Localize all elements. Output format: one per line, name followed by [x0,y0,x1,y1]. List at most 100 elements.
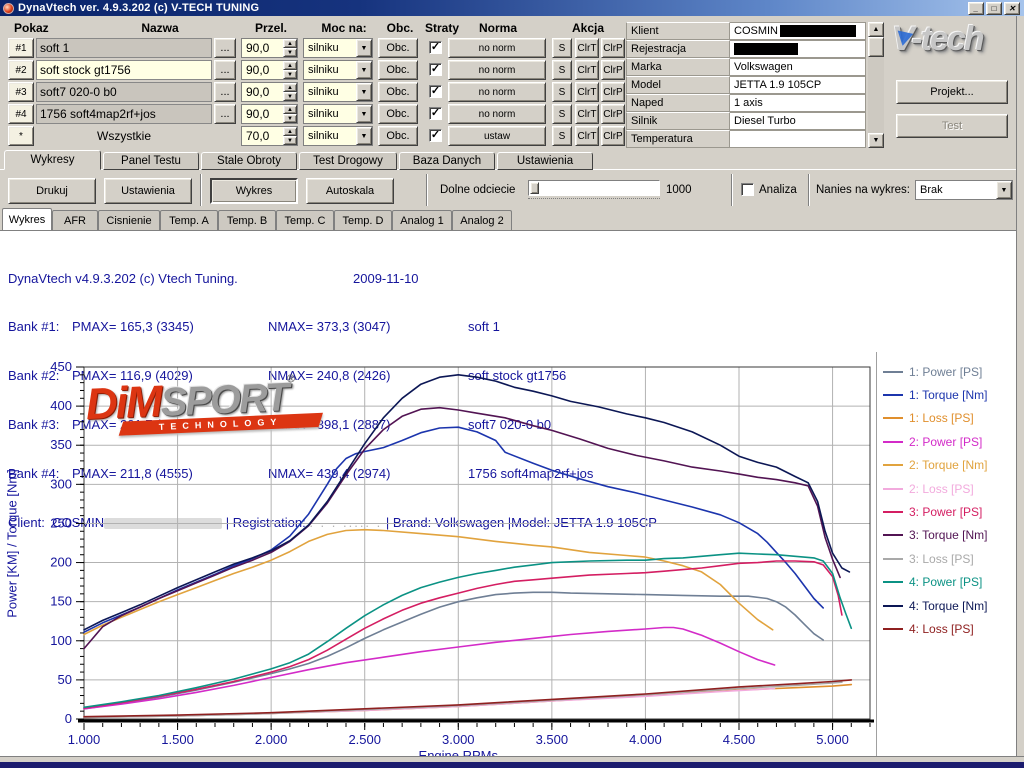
subtab-afr[interactable]: AFR [52,210,98,230]
straty-checkbox[interactable]: ✓ [429,85,442,98]
przel-value[interactable]: 90,0 [246,63,270,77]
obc-button[interactable]: Obc. [378,38,418,58]
clrp-button[interactable]: ClrP [601,38,625,58]
scrollbar-thumb[interactable] [868,37,884,57]
client-row-value[interactable]: Diesel Turbo [730,112,866,130]
clrt-button[interactable]: ClrT [575,82,599,102]
row-more-button[interactable]: ... [214,104,236,124]
analiza-checkbox[interactable] [741,183,754,196]
moc-na-dropdown[interactable]: silniku ▼ [303,126,373,146]
projekt-button[interactable]: Projekt... [896,80,1008,104]
row-show-button[interactable]: #2 [8,60,34,80]
row-more-button[interactable]: ... [214,60,236,80]
chevron-down-icon[interactable]: ▼ [356,105,372,123]
chevron-down-icon[interactable]: ▼ [356,83,372,101]
nanies-dropdown[interactable]: Brak ▼ [915,180,1013,200]
s-button[interactable]: S [552,104,572,124]
przel-value[interactable]: 90,0 [246,107,270,121]
tab-baza-danych[interactable]: Baza Danych [399,152,495,170]
row-show-button[interactable]: #4 [8,104,34,124]
norma-button[interactable]: no norm [448,82,546,102]
obc-button[interactable]: Obc. [378,104,418,124]
spin-down-icon[interactable]: ▼ [283,70,297,79]
tab-ustawienia[interactable]: Ustawienia [497,152,593,170]
row-more-button[interactable]: ... [214,82,236,102]
drukuj-button[interactable]: Drukuj [8,178,96,204]
row-show-button[interactable]: #3 [8,82,34,102]
subtab-temp-b[interactable]: Temp. B [218,210,276,230]
subtab-analog-1[interactable]: Analog 1 [392,210,452,230]
client-row-value[interactable]: COSMIN [730,22,866,40]
row-name-field[interactable]: soft stock gt1756 [36,60,212,80]
slider-thumb[interactable] [530,182,539,194]
spin-up-icon[interactable]: ▲ [283,39,297,48]
test-button[interactable]: Test [896,114,1008,138]
spin-down-icon[interactable]: ▼ [283,114,297,123]
client-row-value[interactable]: 1 axis [730,94,866,112]
clrt-button[interactable]: ClrT [575,126,599,146]
minimize-button[interactable]: _ [968,2,984,15]
subtab-temp-c[interactable]: Temp. C [276,210,334,230]
scroll-up-icon[interactable]: ▲ [868,22,884,37]
przel-value[interactable]: 70,0 [246,129,270,143]
straty-checkbox[interactable]: ✓ [429,107,442,120]
client-row-value[interactable] [730,40,866,58]
clrp-button[interactable]: ClrP [601,60,625,80]
przel-spinner[interactable]: 90,0 ▲ ▼ [241,38,298,58]
client-row-value[interactable]: Volkswagen [730,58,866,76]
chevron-down-icon[interactable]: ▼ [356,127,372,145]
obc-button[interactable]: Obc. [378,60,418,80]
obc-button[interactable]: Obc. [378,82,418,102]
autoskala-button[interactable]: Autoskala [306,178,394,204]
clrt-button[interactable]: ClrT [575,60,599,80]
subtab-temp-d[interactable]: Temp. D [334,210,392,230]
scroll-down-icon[interactable]: ▼ [868,133,884,148]
tab-test-drogowy[interactable]: Test Drogowy [299,152,397,170]
spin-down-icon[interactable]: ▼ [283,136,297,145]
s-button[interactable]: S [552,38,572,58]
clrt-button[interactable]: ClrT [575,104,599,124]
przel-spinner[interactable]: 90,0 ▲ ▼ [241,104,298,124]
s-button[interactable]: S [552,82,572,102]
przel-spinner[interactable]: 90,0 ▲ ▼ [241,82,298,102]
clrp-button[interactable]: ClrP [601,82,625,102]
moc-na-dropdown[interactable]: silniku ▼ [303,82,373,102]
restore-button[interactable]: □ [986,2,1002,15]
row-name-field[interactable]: soft7 020-0 b0 [36,82,212,102]
client-scrollbar[interactable]: ▲ ▼ [868,22,884,148]
row-show-button[interactable]: #1 [8,38,34,58]
clrp-button[interactable]: ClrP [601,126,625,146]
straty-checkbox[interactable]: ✓ [429,41,442,54]
norma-button[interactable]: no norm [448,38,546,58]
przel-spinner[interactable]: 70,0 ▲ ▼ [241,126,298,146]
norma-button[interactable]: ustaw [448,126,546,146]
tab-panel-testu[interactable]: Panel Testu [103,152,199,170]
moc-na-dropdown[interactable]: silniku ▼ [303,60,373,80]
row-show-all-button[interactable]: * [8,126,34,146]
spin-down-icon[interactable]: ▼ [283,92,297,101]
spin-up-icon[interactable]: ▲ [283,127,297,136]
close-button[interactable]: ✕ [1004,2,1020,15]
dolne-odciecie-slider[interactable] [528,180,660,196]
s-button[interactable]: S [552,126,572,146]
straty-checkbox[interactable]: ✓ [429,129,442,142]
ustawienia-button[interactable]: Ustawienia [104,178,192,204]
subtab-temp-a[interactable]: Temp. A [160,210,218,230]
client-row-value[interactable]: JETTA 1.9 105CP [730,76,866,94]
obc-button[interactable]: Obc. [378,126,418,146]
client-row-value[interactable] [730,130,866,148]
chevron-down-icon[interactable]: ▼ [996,181,1012,199]
s-button[interactable]: S [552,60,572,80]
row-name-field[interactable]: soft 1 [36,38,212,58]
tab-stale-obroty[interactable]: Stale Obroty [201,152,297,170]
spin-down-icon[interactable]: ▼ [283,48,297,57]
subtab-wykres[interactable]: Wykres [2,208,52,230]
chevron-down-icon[interactable]: ▼ [356,39,372,57]
moc-na-dropdown[interactable]: silniku ▼ [303,104,373,124]
przel-spinner[interactable]: 90,0 ▲ ▼ [241,60,298,80]
subtab-cisnienie[interactable]: Cisnienie [98,210,160,230]
norma-button[interactable]: no norm [448,60,546,80]
przel-value[interactable]: 90,0 [246,85,270,99]
norma-button[interactable]: no norm [448,104,546,124]
row-more-button[interactable]: ... [214,38,236,58]
